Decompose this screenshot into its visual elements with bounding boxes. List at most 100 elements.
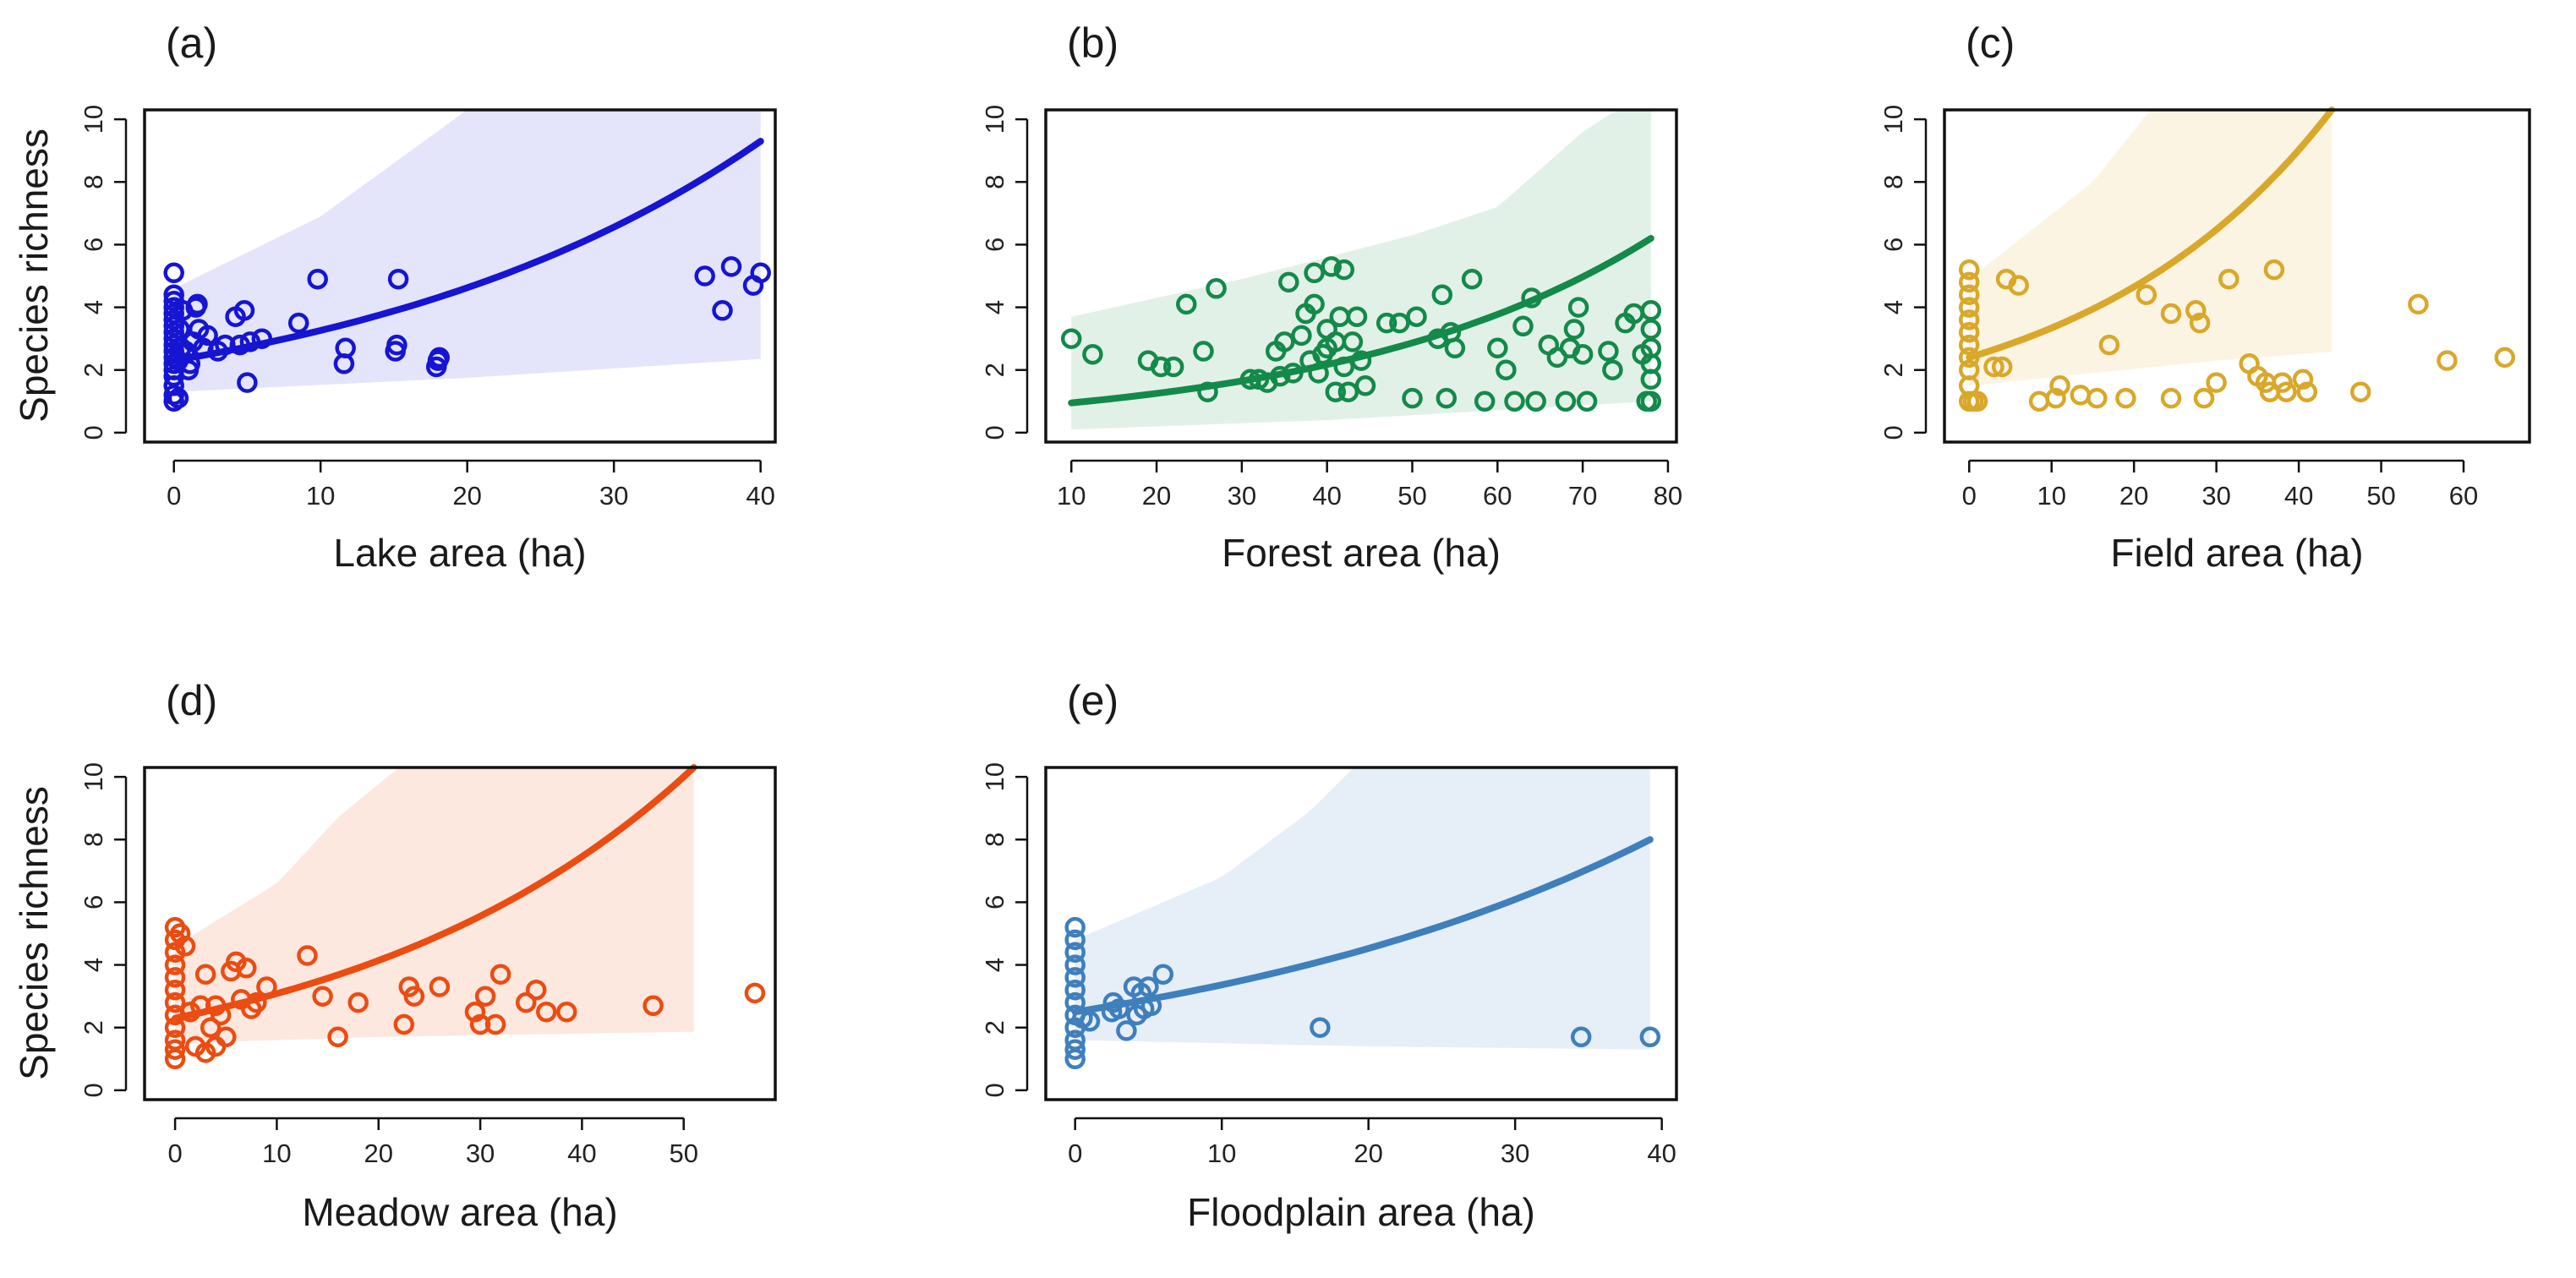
data-point-b-51 — [1512, 315, 1534, 337]
data-point-d-43 — [489, 964, 511, 985]
data-point-b-3 — [1150, 356, 1172, 378]
data-point-c-27 — [2185, 300, 2207, 321]
y-tick-label-e-10: 10 — [980, 762, 1009, 791]
x-tick-label-d-50: 50 — [669, 1139, 697, 1168]
data-point-e-16 — [1108, 998, 1129, 1019]
x-tick-label-b-10: 10 — [1057, 481, 1086, 511]
x-tick-label-c-50: 50 — [2366, 481, 2395, 511]
data-point-b-1 — [1082, 343, 1103, 365]
data-point-d-32 — [312, 986, 333, 1007]
data-point-b-63 — [1602, 359, 1623, 380]
data-point-b-4 — [1162, 356, 1184, 378]
x-tick-label-a-40: 40 — [746, 481, 774, 511]
data-point-e-17 — [1116, 1020, 1137, 1041]
data-point-c-16 — [2008, 275, 2029, 296]
y-axis-label-d: Species richness — [12, 786, 56, 1080]
data-point-d-46 — [536, 1001, 557, 1023]
data-point-d-7 — [164, 967, 186, 988]
y-tick-label-c-10: 10 — [1879, 105, 1908, 134]
data-point-e-23 — [1140, 995, 1162, 1017]
data-point-d-49 — [744, 982, 766, 1004]
data-point-c-43 — [2437, 350, 2458, 371]
data-point-d-1 — [164, 1039, 186, 1060]
data-point-b-31 — [1333, 259, 1355, 281]
plot-frame-d — [143, 766, 777, 1101]
x-tick-label-a-20: 20 — [452, 481, 481, 511]
data-point-c-4 — [1958, 334, 1980, 356]
x-tick-label-a-30: 30 — [599, 481, 628, 511]
data-point-d-48 — [643, 995, 664, 1017]
data-point-c-30 — [2206, 372, 2227, 393]
data-point-d-27 — [236, 958, 257, 979]
data-point-e-6 — [1064, 979, 1086, 1001]
data-point-b-52 — [1521, 287, 1542, 309]
data-point-b-8 — [1206, 278, 1227, 299]
x-axis-label-e: Floodplain area (ha) — [1187, 1190, 1535, 1234]
y-tick-label-d-2: 2 — [79, 1020, 108, 1035]
data-point-a-33 — [215, 334, 236, 356]
data-point-d-6 — [164, 979, 186, 1001]
data-point-c-17 — [2028, 390, 2050, 412]
data-point-b-37 — [1376, 312, 1397, 334]
data-point-a-51 — [712, 300, 733, 321]
x-tick-label-a-0: 0 — [167, 481, 181, 511]
data-point-c-42 — [2408, 293, 2429, 315]
data-point-a-36 — [233, 300, 255, 321]
data-point-b-33 — [1342, 331, 1364, 352]
data-point-b-59 — [1567, 297, 1589, 318]
data-point-a-20 — [169, 319, 190, 340]
data-point-b-46 — [1461, 268, 1483, 290]
y-tick-label-a-6: 6 — [79, 238, 108, 252]
y-tick-label-c-6: 6 — [1879, 238, 1908, 252]
data-point-c-29 — [2193, 387, 2215, 409]
y-tick-label-c-2: 2 — [1879, 363, 1908, 377]
data-point-c-31 — [2218, 268, 2240, 290]
data-point-c-28 — [2189, 312, 2211, 334]
data-point-c-23 — [2115, 387, 2136, 409]
x-axis-label-b: Forest area (ha) — [1222, 531, 1501, 575]
data-point-d-25 — [226, 951, 247, 973]
data-point-c-6 — [1958, 309, 1980, 330]
data-point-e-25 — [1310, 1017, 1331, 1038]
y-tick-label-d-0: 0 — [79, 1083, 108, 1097]
data-point-c-40 — [2296, 381, 2318, 402]
y-tick-label-d-6: 6 — [79, 895, 108, 909]
data-point-c-21 — [2087, 387, 2108, 409]
y-tick-label-e-2: 2 — [980, 1020, 1009, 1035]
confidence-band-c — [1969, 110, 2333, 386]
x-tick-label-b-40: 40 — [1312, 481, 1341, 511]
data-point-c-44 — [2494, 347, 2516, 369]
y-tick-label-b-10: 10 — [980, 105, 1009, 134]
x-tick-label-d-30: 30 — [466, 1139, 495, 1168]
data-point-e-2 — [1064, 1030, 1086, 1051]
x-tick-label-a-10: 10 — [306, 481, 335, 511]
data-point-c-5 — [1958, 321, 1980, 343]
y-tick-label-b-4: 4 — [980, 300, 1009, 314]
data-point-e-13 — [1079, 1011, 1101, 1032]
data-point-b-61 — [1576, 390, 1598, 412]
data-point-d-22 — [210, 1004, 232, 1026]
data-point-b-15 — [1278, 271, 1299, 293]
data-point-e-7 — [1064, 967, 1086, 988]
data-point-a-41 — [307, 268, 328, 290]
data-point-b-71 — [1640, 337, 1662, 359]
data-point-b-47 — [1474, 390, 1496, 412]
panel-label-a: (a) — [166, 19, 217, 67]
y-tick-label-a-8: 8 — [79, 175, 108, 189]
x-tick-label-e-40: 40 — [1647, 1139, 1676, 1168]
data-point-b-49 — [1496, 359, 1517, 380]
data-point-d-15 — [184, 1035, 206, 1057]
data-point-b-42 — [1431, 284, 1453, 305]
data-point-b-35 — [1350, 350, 1372, 371]
confidence-band-e — [1075, 767, 1650, 1050]
data-point-c-10 — [1958, 259, 1980, 281]
data-point-e-11 — [1064, 916, 1086, 938]
data-point-d-30 — [256, 976, 277, 997]
data-point-c-14 — [1991, 356, 2013, 378]
fit-curve-c — [1966, 106, 2336, 361]
y-tick-label-d-10: 10 — [79, 762, 108, 791]
data-point-e-10 — [1064, 929, 1086, 951]
panel-a: 0 10 20 30 40 0 2 4 6 8 10 (a) Lake area (ha) Spec… — [12, 19, 777, 575]
panel-label-b: (b) — [1067, 19, 1118, 67]
data-point-e-22 — [1138, 976, 1159, 997]
